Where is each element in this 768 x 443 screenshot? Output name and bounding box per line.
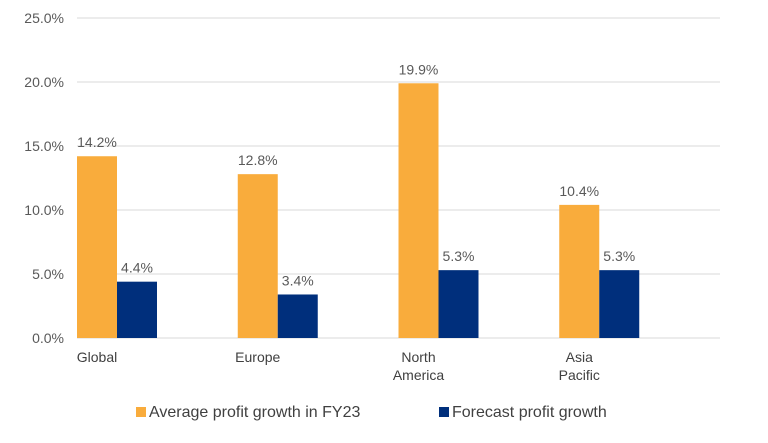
x-category-label-asia-pacific: Asia Pacific: [559, 349, 600, 383]
legend-label-forecast-profit-growth: Forecast profit growth: [452, 404, 607, 421]
bar-average-profit-growth-in-fy23-asia-pacific: [559, 204, 600, 338]
data-labels: 14.2% 4.4% 12.8% 3.4% 19.9% 5.3% 10.4% 5.3%: [77, 61, 635, 288]
x-category-label-line: Global: [77, 349, 117, 365]
x-category-label-line: Asia: [566, 349, 593, 365]
x-category-label-global: Global: [77, 349, 117, 365]
x-category-label-line: Europe: [235, 349, 280, 365]
bar-forecast-profit-growth-asia-pacific: [599, 270, 640, 338]
data-label-average-profit-growth-in-fy23-north-america: 19.9%: [399, 61, 439, 77]
data-label-average-profit-growth-in-fy23-global: 14.2%: [77, 134, 117, 150]
x-category-label-line: Pacific: [559, 367, 600, 383]
bar-forecast-profit-growth-north-america: [438, 270, 479, 338]
data-label-forecast-profit-growth-north-america: 5.3%: [443, 248, 475, 264]
y-tick-label: 20.0%: [24, 74, 64, 90]
y-tick-label: 15.0%: [24, 138, 64, 154]
legend-label-average-profit-growth-in-fy23: Average profit growth in FY23: [149, 404, 360, 421]
y-tick-label: 25.0%: [24, 10, 64, 26]
x-category-label-europe: Europe: [235, 349, 280, 365]
legend-swatch-average-profit-growth-in-fy23: [136, 407, 146, 417]
y-axis-tick-labels: 0.0% 5.0% 10.0% 15.0% 20.0% 25.0%: [24, 10, 64, 346]
bar-average-profit-growth-in-fy23-north-america: [398, 83, 439, 338]
y-tick-label: 5.0%: [32, 266, 64, 282]
data-label-forecast-profit-growth-asia-pacific: 5.3%: [603, 248, 635, 264]
data-label-average-profit-growth-in-fy23-europe: 12.8%: [238, 152, 278, 168]
data-label-forecast-profit-growth-europe: 3.4%: [282, 272, 314, 288]
y-tick-label: 0.0%: [32, 330, 64, 346]
bar-average-profit-growth-in-fy23-global: [77, 156, 117, 338]
x-axis-category-labels: Global Europe North America Asia Pacific: [77, 349, 600, 383]
x-category-label-line: North: [401, 349, 435, 365]
bar-forecast-profit-growth-global: [117, 281, 157, 338]
legend-swatch-forecast-profit-growth: [439, 407, 449, 417]
data-label-average-profit-growth-in-fy23-asia-pacific: 10.4%: [559, 183, 599, 199]
data-label-forecast-profit-growth-global: 4.4%: [121, 260, 153, 276]
x-category-label-north-america: North America: [393, 349, 445, 383]
legend: Average profit growth in FY23 Forecast pr…: [136, 404, 607, 421]
bar-average-profit-growth-in-fy23-europe: [237, 174, 278, 338]
bar-forecast-profit-growth-europe: [277, 294, 318, 338]
x-category-label-line: America: [393, 367, 445, 383]
y-tick-label: 10.0%: [24, 202, 64, 218]
bars: [77, 83, 640, 338]
